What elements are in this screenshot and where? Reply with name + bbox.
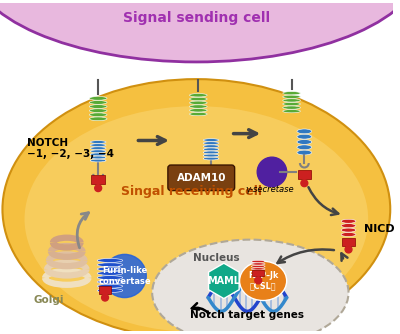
Ellipse shape: [89, 105, 107, 108]
Ellipse shape: [190, 105, 207, 108]
Ellipse shape: [89, 109, 107, 113]
Text: γ-secretase: γ-secretase: [246, 185, 294, 194]
Text: Signal sending cell: Signal sending cell: [123, 11, 270, 25]
Ellipse shape: [190, 94, 207, 97]
Polygon shape: [208, 263, 239, 299]
FancyBboxPatch shape: [204, 173, 218, 182]
Text: Notch target genes: Notch target genes: [190, 310, 304, 320]
Ellipse shape: [341, 224, 356, 228]
Ellipse shape: [0, 0, 400, 59]
Ellipse shape: [203, 148, 219, 151]
Text: MAML: MAML: [207, 276, 240, 286]
Ellipse shape: [97, 284, 123, 288]
Ellipse shape: [190, 101, 207, 105]
FancyBboxPatch shape: [252, 270, 264, 277]
Ellipse shape: [203, 142, 219, 145]
Ellipse shape: [341, 232, 356, 236]
Ellipse shape: [0, 0, 400, 62]
Ellipse shape: [203, 154, 219, 157]
Ellipse shape: [190, 97, 207, 101]
Ellipse shape: [297, 145, 312, 150]
Ellipse shape: [203, 151, 219, 154]
Circle shape: [255, 277, 262, 284]
Ellipse shape: [341, 228, 356, 232]
Ellipse shape: [97, 267, 123, 271]
Ellipse shape: [90, 144, 106, 147]
Text: Golgi: Golgi: [34, 295, 64, 305]
Ellipse shape: [97, 272, 123, 275]
Ellipse shape: [297, 150, 312, 155]
Ellipse shape: [283, 110, 300, 113]
Ellipse shape: [341, 219, 356, 223]
Ellipse shape: [251, 263, 265, 265]
Ellipse shape: [90, 147, 106, 150]
Ellipse shape: [283, 99, 300, 102]
Circle shape: [257, 157, 287, 187]
Ellipse shape: [283, 106, 300, 109]
Text: Singal receiving cell: Singal receiving cell: [121, 185, 262, 198]
Circle shape: [208, 183, 214, 190]
Ellipse shape: [251, 261, 265, 263]
Ellipse shape: [89, 117, 107, 121]
Ellipse shape: [283, 103, 300, 106]
Ellipse shape: [283, 92, 300, 95]
Ellipse shape: [90, 159, 106, 162]
Text: Nucleus: Nucleus: [193, 253, 239, 263]
Circle shape: [301, 180, 308, 187]
Ellipse shape: [24, 106, 368, 332]
FancyBboxPatch shape: [99, 286, 111, 294]
Ellipse shape: [152, 240, 348, 334]
Text: ADAM10: ADAM10: [176, 173, 226, 183]
FancyBboxPatch shape: [168, 165, 235, 191]
Ellipse shape: [97, 276, 123, 280]
Ellipse shape: [89, 97, 107, 100]
Ellipse shape: [283, 95, 300, 99]
Ellipse shape: [240, 261, 287, 301]
Ellipse shape: [251, 268, 265, 270]
Ellipse shape: [90, 141, 106, 143]
Circle shape: [103, 255, 146, 298]
Ellipse shape: [2, 79, 390, 334]
Ellipse shape: [97, 263, 123, 267]
Text: NICD: NICD: [364, 224, 395, 234]
Ellipse shape: [97, 280, 123, 284]
Ellipse shape: [190, 109, 207, 112]
Text: RBP–Jk
（CSL）: RBP–Jk （CSL）: [248, 271, 278, 291]
Ellipse shape: [297, 129, 312, 134]
FancyBboxPatch shape: [298, 170, 311, 179]
Ellipse shape: [90, 150, 106, 153]
Circle shape: [95, 185, 102, 191]
Ellipse shape: [97, 259, 123, 263]
Ellipse shape: [251, 265, 265, 268]
Ellipse shape: [297, 140, 312, 144]
Ellipse shape: [190, 112, 207, 116]
Ellipse shape: [89, 113, 107, 117]
Ellipse shape: [203, 157, 219, 160]
Ellipse shape: [297, 134, 312, 139]
Circle shape: [102, 294, 108, 301]
FancyBboxPatch shape: [91, 175, 105, 184]
Ellipse shape: [203, 139, 219, 142]
Ellipse shape: [203, 145, 219, 148]
Circle shape: [345, 246, 352, 253]
Text: Furin-like
convertase: Furin-like convertase: [98, 266, 151, 286]
Ellipse shape: [90, 153, 106, 156]
Ellipse shape: [89, 101, 107, 104]
Ellipse shape: [90, 156, 106, 159]
FancyBboxPatch shape: [342, 238, 355, 245]
Ellipse shape: [97, 289, 123, 293]
Text: NOTCH
−1, −2, −3, −4: NOTCH −1, −2, −3, −4: [28, 138, 114, 159]
